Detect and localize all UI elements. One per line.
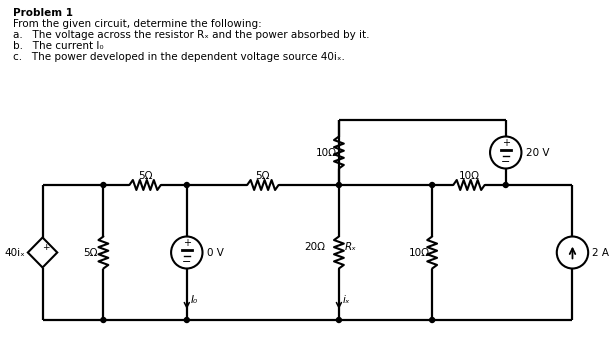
Circle shape	[337, 183, 341, 187]
Text: c.   The power developed in the dependent voltage source 40iₓ.: c. The power developed in the dependent …	[13, 52, 345, 62]
Circle shape	[184, 183, 189, 187]
Text: −: −	[182, 257, 192, 267]
Text: −: −	[501, 157, 510, 167]
Text: 0 V: 0 V	[207, 247, 224, 258]
Text: +: +	[502, 138, 510, 147]
Text: 5Ω: 5Ω	[256, 171, 270, 181]
Text: 10Ω: 10Ω	[409, 247, 430, 258]
Text: 2 A: 2 A	[592, 247, 609, 258]
Circle shape	[430, 183, 435, 187]
Circle shape	[101, 183, 106, 187]
Text: 10Ω: 10Ω	[316, 147, 337, 158]
Circle shape	[101, 318, 106, 323]
Text: Problem 1: Problem 1	[13, 8, 73, 18]
Text: +: +	[183, 238, 191, 247]
Text: 20Ω: 20Ω	[304, 243, 325, 252]
Text: Rₓ: Rₓ	[345, 243, 357, 252]
Text: 10Ω: 10Ω	[458, 171, 479, 181]
Text: I₀: I₀	[191, 295, 198, 305]
Text: From the given circuit, determine the following:: From the given circuit, determine the fo…	[13, 19, 262, 29]
Text: 20 V: 20 V	[526, 147, 550, 158]
Circle shape	[184, 318, 189, 323]
Text: iₓ: iₓ	[343, 295, 350, 305]
Text: 5Ω: 5Ω	[83, 247, 98, 258]
Text: +: +	[42, 243, 49, 252]
Circle shape	[337, 318, 341, 323]
Text: b.   The current I₀: b. The current I₀	[13, 41, 103, 51]
Circle shape	[503, 183, 508, 187]
Circle shape	[430, 318, 435, 323]
Text: a.   The voltage across the resistor Rₓ and the power absorbed by it.: a. The voltage across the resistor Rₓ an…	[13, 30, 370, 40]
Text: 40iₓ: 40iₓ	[4, 247, 25, 258]
Text: 5Ω: 5Ω	[138, 171, 152, 181]
